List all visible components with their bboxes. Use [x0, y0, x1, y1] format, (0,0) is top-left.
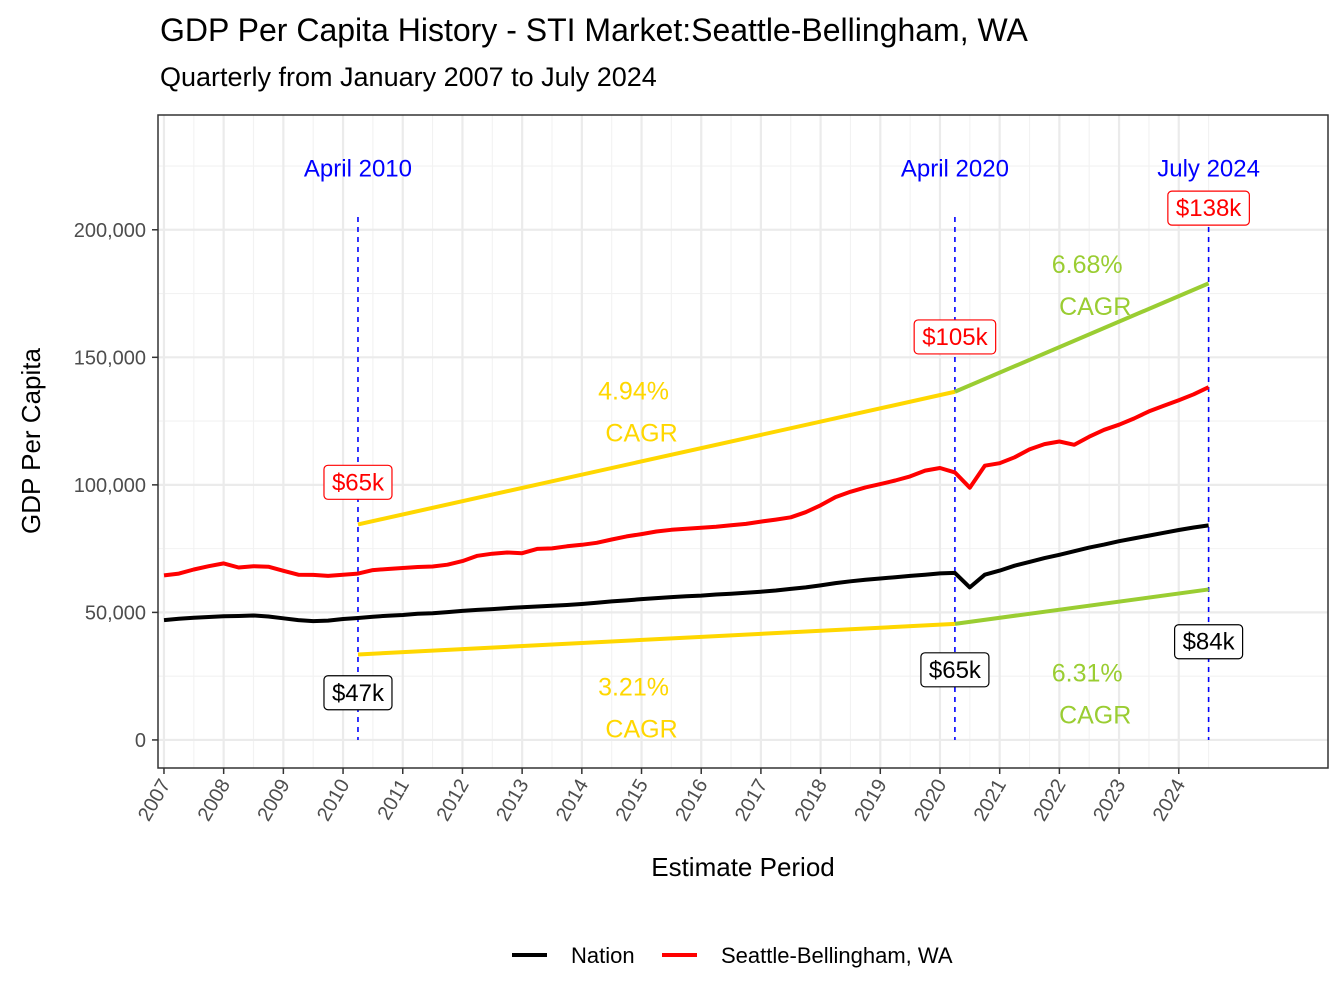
y-tick-label: 100,000	[74, 475, 146, 497]
value-callout-label: $65k	[332, 469, 385, 496]
x-tick-label: 2007	[134, 776, 175, 826]
cagr-label: 4.94% CAGR	[598, 377, 678, 447]
cagr-lines	[357, 281, 1210, 657]
x-tick-label: 2020	[910, 776, 951, 826]
value-callout-label: $84k	[1183, 629, 1236, 656]
cagr-line	[954, 281, 1210, 394]
series-line-seattle-bellingham-wa	[163, 385, 1210, 578]
x-tick-label: 2019	[850, 776, 891, 826]
legend-label: Seattle-Bellingham, WA	[721, 943, 953, 968]
value-callout-box	[920, 652, 990, 688]
value-callout-box	[1167, 190, 1250, 226]
x-tick-label: 2017	[731, 776, 772, 826]
plot-border	[157, 114, 1329, 769]
date-marker-label: April 2020	[901, 156, 1009, 183]
series-lines	[163, 385, 1210, 624]
x-tick-label: 2015	[612, 776, 653, 826]
cagr-labels: 4.94% CAGR 6.68% CAGR 3.21% CAGR 6.31% CAGR	[598, 251, 1131, 743]
x-tick-label: 2016	[671, 776, 712, 826]
date-marker-label: April 2010	[304, 156, 412, 183]
y-axis: 0 50,000 100,000 150,000 200,000	[74, 220, 158, 752]
value-callout-label: $65k	[929, 657, 982, 684]
y-tick-label: 150,000	[74, 347, 146, 369]
y-tick-label: 200,000	[74, 220, 146, 242]
x-tick-label: 2010	[313, 776, 354, 826]
x-tick-label: 2008	[194, 776, 235, 826]
cagr-line	[357, 621, 956, 657]
value-callouts: $65k $105k $138k $47k $65k $84k	[323, 190, 1250, 711]
chart-title: GDP Per Capita History - STI Market:Seat…	[160, 12, 1028, 48]
y-tick-label: 0	[135, 730, 146, 752]
cagr-label: 6.68% CAGR	[1052, 251, 1132, 321]
value-callout-box	[913, 319, 997, 355]
value-callout-box	[323, 675, 393, 711]
x-tick-label: 2021	[970, 776, 1011, 826]
y-tick-label: 50,000	[85, 602, 146, 624]
plot-panel	[158, 115, 1328, 768]
cagr-line	[954, 587, 1209, 626]
x-tick-label: 2014	[552, 776, 593, 826]
x-tick-label: 2018	[791, 776, 832, 826]
value-callout-label: $47k	[332, 680, 385, 707]
cagr-label: 6.31% CAGR	[1052, 659, 1132, 729]
date-marker-label: July 2024	[1157, 156, 1260, 183]
cagr-label: 3.21% CAGR	[598, 673, 678, 743]
x-tick-label: 2024	[1149, 776, 1190, 826]
y-axis-title: GDP Per Capita	[16, 347, 46, 533]
x-axis: 2007 2008 2009 2010 2011 2012 2013 2014 2015 2016…	[134, 768, 1190, 825]
grid-major	[158, 115, 1328, 768]
x-tick-label: 2013	[492, 776, 533, 826]
legend: Nation Seattle-Bellingham, WA	[512, 943, 953, 968]
x-tick-label: 2023	[1089, 776, 1130, 826]
value-callout-label: $138k	[1176, 195, 1242, 222]
cagr-line	[357, 389, 956, 527]
value-callout-box	[323, 464, 393, 500]
chart-subtitle: Quarterly from January 2007 to July 2024	[160, 62, 657, 92]
value-callout-label: $105k	[922, 324, 988, 351]
x-axis-title: Estimate Period	[651, 852, 835, 882]
x-tick-label: 2022	[1029, 776, 1070, 826]
legend-label: Nation	[571, 943, 635, 968]
value-callout-box	[1174, 624, 1244, 660]
x-tick-label: 2009	[253, 776, 294, 826]
x-tick-label: 2011	[374, 776, 415, 824]
series-line-nation	[163, 523, 1209, 624]
x-tick-label: 2012	[432, 776, 473, 826]
